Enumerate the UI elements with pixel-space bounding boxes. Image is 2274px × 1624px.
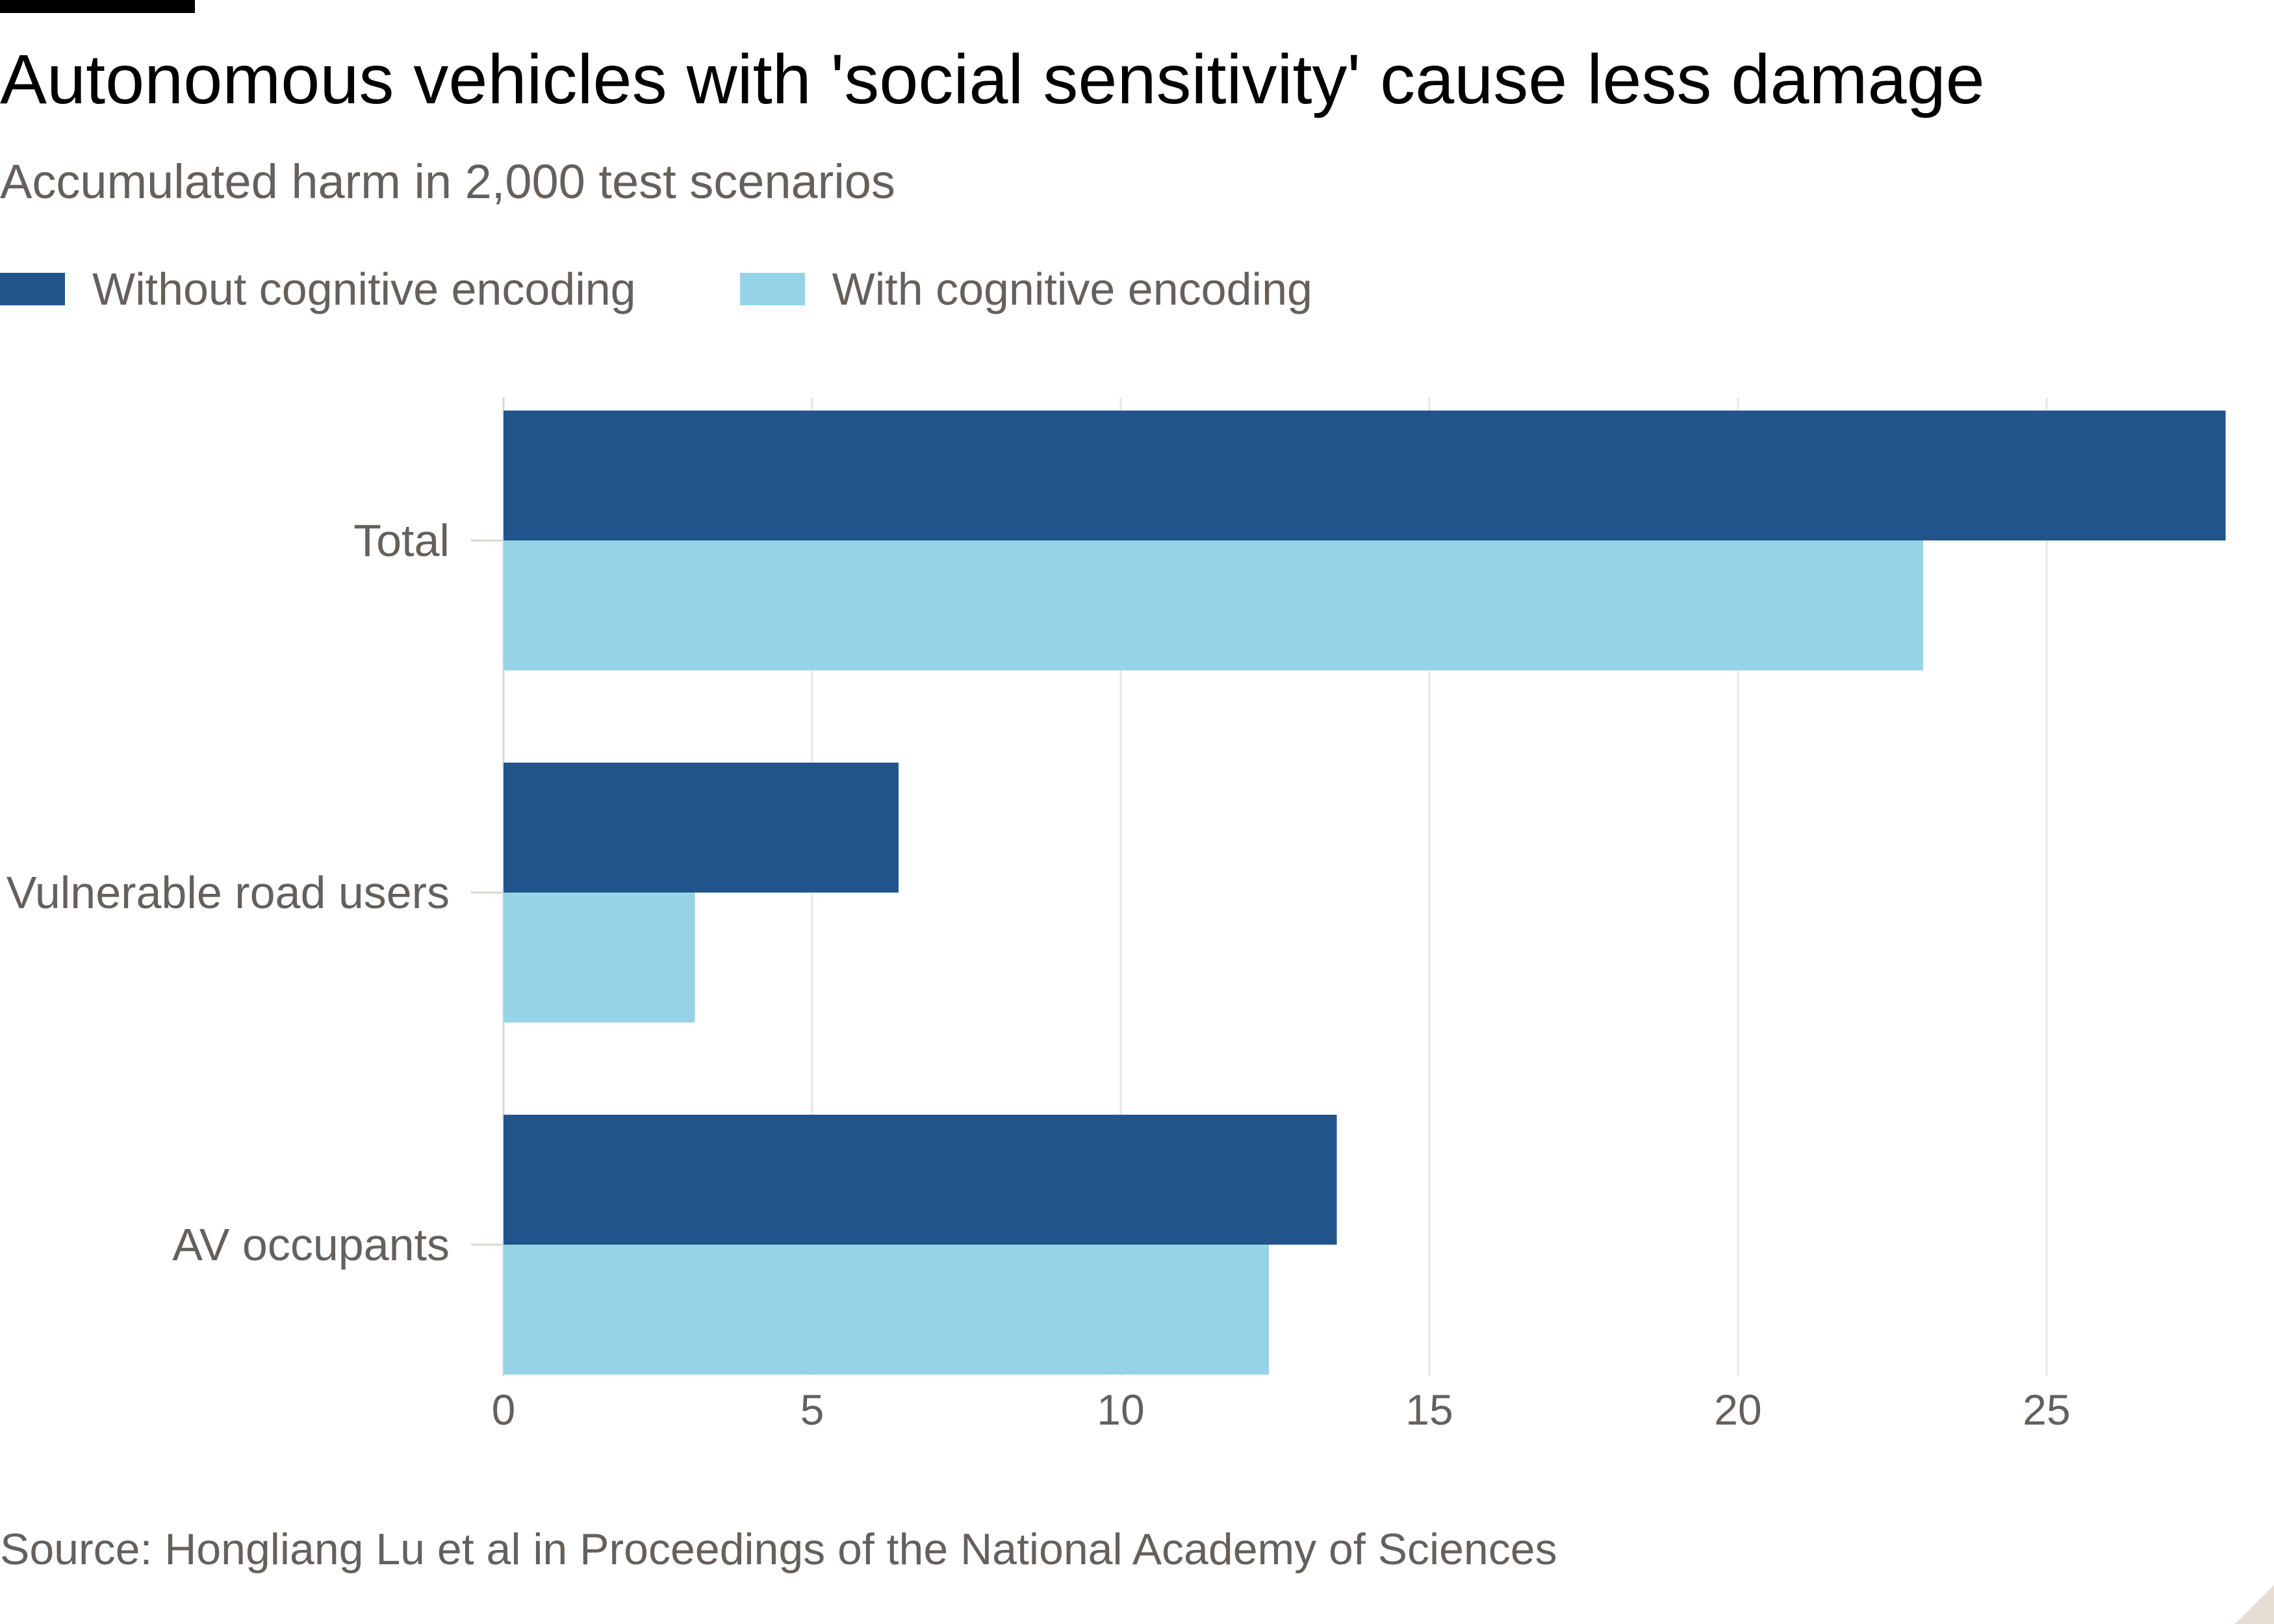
legend: Without cognitive encoding With cognitiv… (0, 257, 1312, 322)
bar-with-1 (504, 893, 695, 1022)
bar-with-0 (504, 540, 1923, 670)
bar-without-2 (504, 1115, 1337, 1245)
x-tick-label-0: 0 (492, 1386, 516, 1434)
legend-item-with: With cognitive encoding (739, 263, 1312, 315)
category-label-1: Vulnerable road users (6, 867, 450, 918)
x-tick-label-20: 20 (1714, 1386, 1761, 1434)
x-tick-label-15: 15 (1405, 1386, 1453, 1434)
legend-label-with: With cognitive encoding (832, 264, 1312, 314)
top-rule (0, 0, 195, 13)
source-note: Source: Hongliang Lu et al in Proceeding… (0, 1525, 1557, 1574)
legend-label-without: Without cognitive encoding (92, 264, 636, 314)
legend-item-without: Without cognitive encoding (0, 263, 636, 315)
bar-without-0 (504, 411, 2226, 540)
category-label-2: AV occupants (172, 1219, 450, 1270)
corner-decoration (2235, 1585, 2274, 1624)
bar-chart: 0 5 10 15 20 25 Total Vulnerable road users AV o… (6, 398, 2226, 1434)
x-tick-label-10: 10 (1097, 1386, 1144, 1434)
chart-subtitle: Accumulated harm in 2,000 test scenarios (0, 155, 895, 209)
x-tick-label-25: 25 (2023, 1386, 2070, 1434)
bar-without-1 (504, 763, 899, 893)
legend-swatch-with (739, 273, 805, 305)
chart-title: Autonomous vehicles with 'social sensiti… (0, 40, 1985, 118)
x-tick-label-5: 5 (800, 1386, 824, 1434)
legend-swatch-without (0, 273, 65, 305)
category-label-0: Total (353, 515, 450, 566)
bar-with-2 (504, 1245, 1269, 1375)
